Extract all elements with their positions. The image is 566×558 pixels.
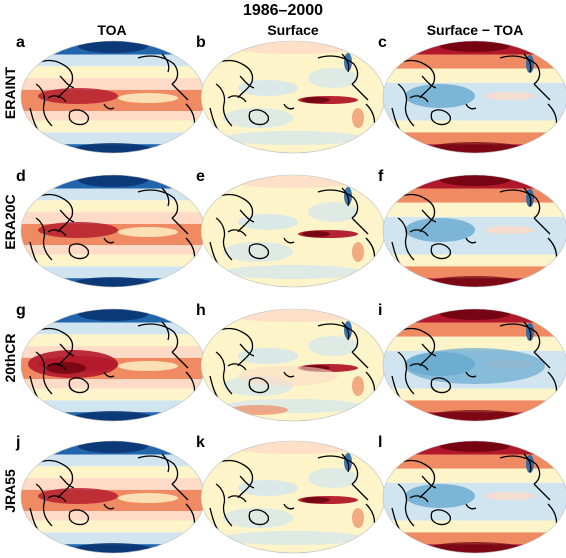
map-20thcr-surface_minus_toa bbox=[382, 308, 566, 422]
panel-label-i: i bbox=[378, 302, 383, 319]
panel-label-g: g bbox=[16, 302, 26, 319]
coastlines bbox=[29, 321, 196, 417]
map-jra55-surface bbox=[200, 440, 386, 554]
panel-label-a: a bbox=[16, 34, 25, 51]
coastlines bbox=[29, 53, 196, 149]
map-panel-e: e bbox=[196, 168, 388, 290]
map-field bbox=[21, 441, 205, 553]
panel-label-e: e bbox=[196, 168, 205, 185]
panel-label-c: c bbox=[378, 34, 387, 51]
panel-label-f: f bbox=[378, 168, 384, 185]
map-panel-h: h bbox=[196, 302, 388, 424]
panel-label-k: k bbox=[196, 434, 205, 451]
map-panel-i: i bbox=[378, 302, 566, 424]
column-header-surface: Surface bbox=[267, 22, 319, 38]
row-header-era20c: ERA20C bbox=[2, 194, 18, 250]
map-panel-j: j bbox=[16, 434, 208, 556]
map-eraint-surface bbox=[200, 40, 386, 154]
panel-label-j: j bbox=[16, 434, 21, 451]
map-20thcr-surface bbox=[200, 308, 386, 422]
map-field bbox=[201, 441, 385, 553]
row-header-jra55: JRA55 bbox=[2, 469, 18, 513]
map-jra55-toa bbox=[20, 440, 206, 554]
map-panel-a: a bbox=[16, 34, 208, 156]
map-field bbox=[201, 41, 385, 153]
figure-title: 1986–2000 bbox=[242, 2, 324, 19]
map-field bbox=[201, 175, 385, 287]
panel-label-d: d bbox=[16, 168, 26, 185]
map-era20c-surface bbox=[200, 174, 386, 288]
column-header-toa: TOA bbox=[97, 22, 127, 38]
panel-label-b: b bbox=[196, 34, 206, 51]
row-header-eraint: ERAINT bbox=[2, 66, 18, 120]
map-outline bbox=[382, 440, 566, 554]
map-outline bbox=[382, 174, 566, 288]
map-panel-g: g bbox=[16, 302, 208, 424]
panel-label-h: h bbox=[196, 302, 206, 319]
map-outline bbox=[382, 40, 566, 154]
panel-label-l: l bbox=[378, 434, 383, 451]
coastlines bbox=[209, 53, 376, 149]
map-eraint-toa bbox=[20, 40, 206, 154]
map-field bbox=[383, 175, 566, 287]
map-panel-c: c bbox=[378, 34, 566, 156]
map-field bbox=[21, 41, 205, 153]
map-panel-k: k bbox=[196, 434, 388, 556]
map-20thcr-toa bbox=[20, 308, 206, 422]
column-header-surface-minus-toa: Surface − TOA bbox=[426, 22, 524, 38]
map-field bbox=[383, 41, 566, 153]
map-field bbox=[21, 309, 205, 421]
map-jra55-surface_minus_toa bbox=[382, 440, 566, 554]
map-field bbox=[383, 441, 566, 553]
map-panel-b: b bbox=[196, 34, 388, 156]
map-field bbox=[383, 309, 566, 421]
map-panel-l: l bbox=[378, 434, 566, 556]
map-field bbox=[201, 309, 385, 421]
map-eraint-surface_minus_toa bbox=[382, 40, 566, 154]
row-header-20thcr: 20thCR bbox=[2, 333, 18, 383]
map-outline bbox=[382, 308, 566, 422]
map-panel-f: f bbox=[378, 168, 566, 290]
map-field bbox=[21, 175, 205, 287]
map-era20c-toa bbox=[20, 174, 206, 288]
map-panel-d: d bbox=[16, 168, 208, 290]
map-era20c-surface_minus_toa bbox=[382, 174, 566, 288]
